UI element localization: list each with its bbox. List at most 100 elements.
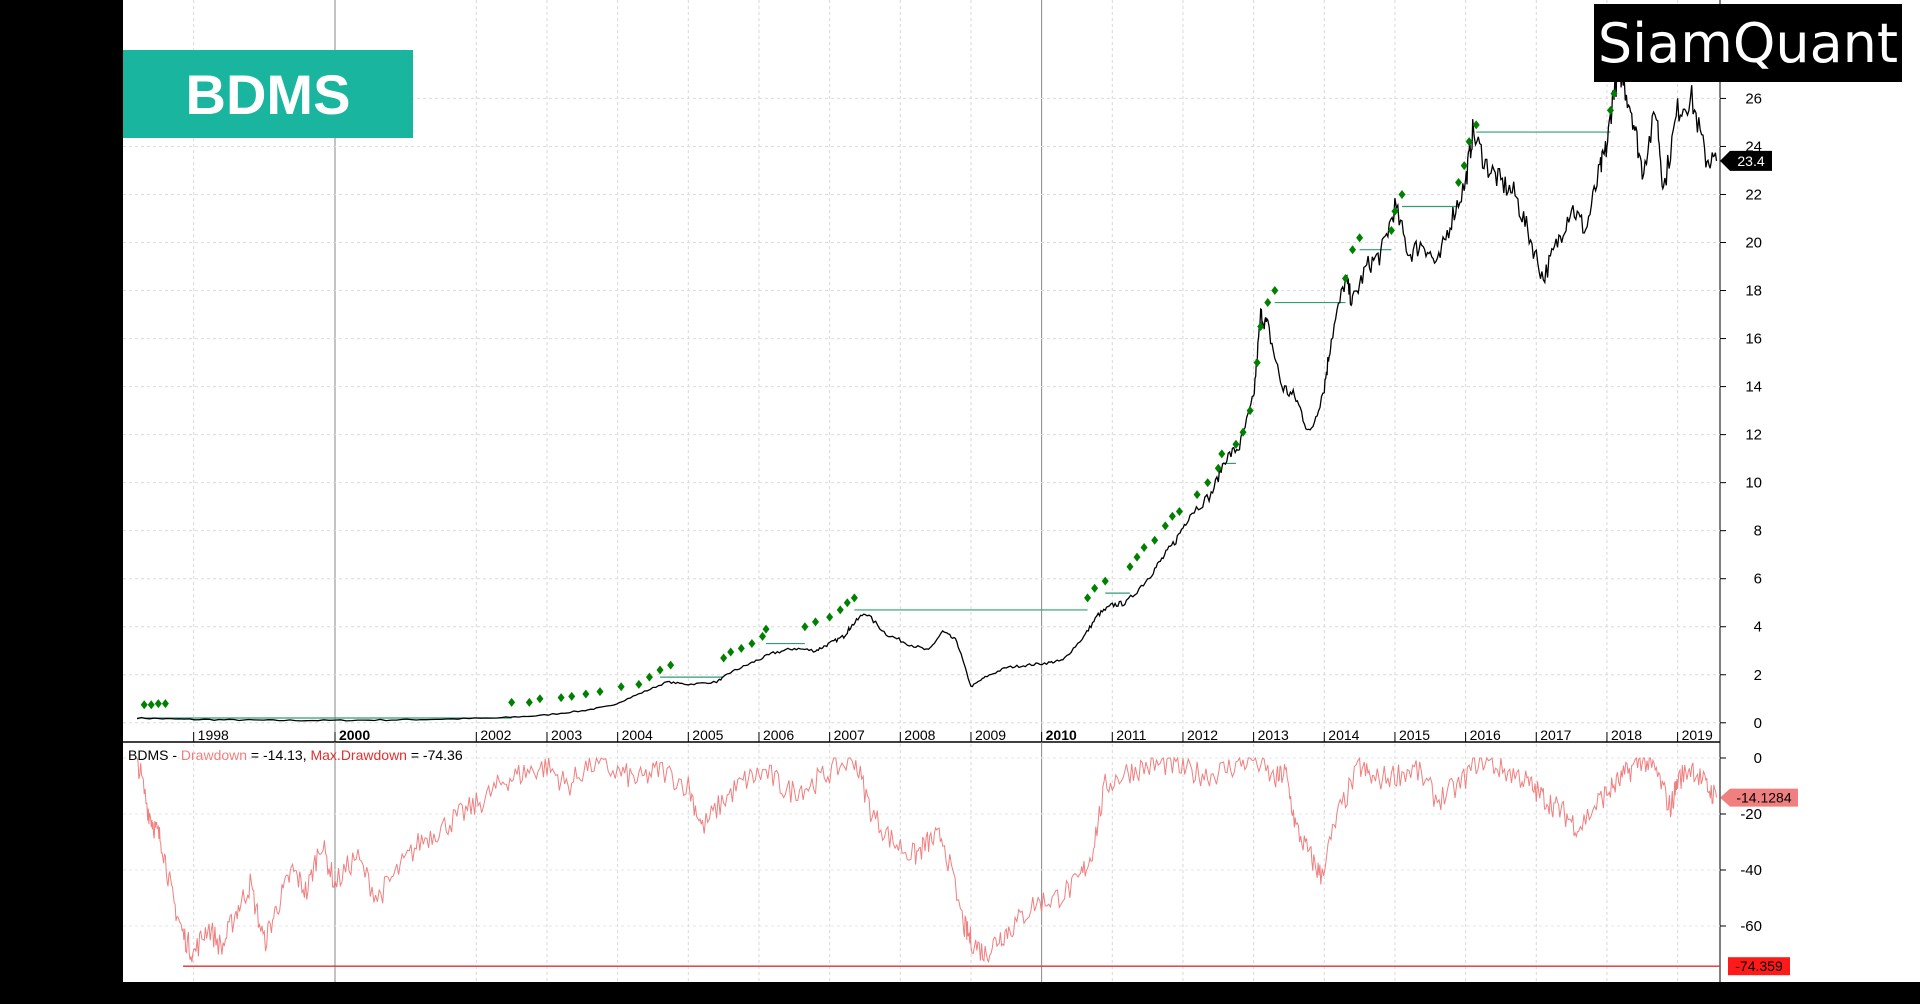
new-high-marker: [748, 639, 756, 649]
indicator-legend: BDMS - Drawdown = -14.13, Max.Drawdown =…: [128, 747, 463, 763]
x-tick-label: 2018: [1611, 727, 1642, 743]
new-high-marker: [161, 699, 169, 709]
new-high-marker: [850, 593, 858, 603]
x-tick-label: 2019: [1682, 727, 1713, 743]
x-tick-label: 2005: [692, 727, 723, 743]
new-high-marker: [656, 665, 664, 675]
new-high-marker: [1126, 562, 1134, 572]
new-high-marker: [843, 598, 851, 608]
new-high-marker: [836, 605, 844, 615]
y-tick-label: 26: [1745, 90, 1762, 107]
drawdown-series-line: [136, 756, 1717, 964]
new-high-marker: [582, 689, 590, 699]
new-high-marker: [1264, 298, 1272, 308]
new-high-marker: [1356, 233, 1364, 243]
new-high-marker: [1101, 576, 1109, 586]
x-tick-label: 2009: [975, 727, 1006, 743]
new-high-marker: [1133, 552, 1141, 562]
x-tick-label: 2007: [834, 727, 865, 743]
new-high-marker: [1151, 535, 1159, 545]
x-tick-label: 2015: [1399, 727, 1430, 743]
new-high-marker: [635, 679, 643, 689]
x-tick-label: 2008: [904, 727, 935, 743]
new-high-marker: [1455, 177, 1463, 187]
y-tick-label: 20: [1745, 235, 1762, 252]
legend-symbol: BDMS: [128, 747, 168, 763]
new-high-marker: [1391, 206, 1399, 216]
new-high-marker: [147, 700, 155, 710]
new-high-marker: [596, 687, 604, 697]
dd-y-tick-label: -20: [1740, 806, 1762, 823]
y-tick-label: 8: [1754, 523, 1762, 540]
ticker-badge: BDMS: [123, 50, 413, 138]
new-high-marker: [557, 693, 565, 703]
price-series-line: [136, 61, 1718, 722]
x-tick-label: 2003: [551, 727, 582, 743]
drawdown-last-value-tag: [1720, 788, 1798, 807]
new-high-marker: [720, 653, 728, 663]
legend-separator: -: [168, 747, 180, 763]
y-tick-label: 18: [1745, 283, 1762, 300]
new-high-marker: [1239, 427, 1247, 437]
x-tick-label: 2014: [1328, 727, 1359, 743]
y-tick-label: 4: [1754, 619, 1762, 636]
new-high-marker: [536, 694, 544, 704]
y-tick-label: 16: [1745, 331, 1762, 348]
x-tick-label: 2017: [1540, 727, 1571, 743]
new-high-marker: [645, 672, 653, 682]
x-tick-label: 2000: [339, 727, 370, 743]
new-high-marker: [1193, 490, 1201, 500]
x-tick-label: 2012: [1187, 727, 1218, 743]
max-drawdown-label: -74.359: [1735, 958, 1783, 974]
new-high-marker: [1204, 478, 1212, 488]
new-high-marker: [1610, 89, 1618, 99]
new-high-marker: [154, 699, 162, 709]
x-tick-label: 2004: [622, 727, 653, 743]
legend-drawdown-label: Drawdown: [181, 747, 247, 763]
new-high-marker: [826, 612, 834, 622]
new-high-marker: [1341, 274, 1349, 284]
price-last-value-label: 23.4: [1737, 153, 1764, 169]
y-tick-label: 12: [1745, 427, 1762, 444]
new-high-marker: [1168, 511, 1176, 521]
legend-drawdown-value: = -14.13,: [247, 747, 310, 763]
x-tick-label: 2013: [1258, 727, 1289, 743]
price-last-value-tag: [1720, 150, 1772, 171]
new-high-marker: [759, 631, 767, 641]
x-tick-label: 2002: [480, 727, 511, 743]
new-high-marker: [1465, 137, 1473, 147]
new-high-marker: [617, 682, 625, 692]
y-tick-label: 22: [1745, 186, 1762, 203]
new-high-marker: [1091, 583, 1099, 593]
x-tick-label: 2011: [1116, 727, 1146, 743]
new-high-marker: [812, 617, 820, 627]
new-high-marker: [1232, 439, 1240, 449]
new-high-marker: [1387, 226, 1395, 235]
new-high-marker: [1140, 542, 1148, 552]
new-high-marker: [1161, 521, 1169, 531]
new-high-marker: [508, 697, 516, 707]
new-high-marker: [1271, 286, 1279, 296]
new-high-marker: [1398, 189, 1406, 199]
x-tick-label: 2016: [1470, 727, 1501, 743]
new-high-marker: [1084, 593, 1092, 603]
new-high-marker: [1218, 449, 1226, 459]
y-tick-label: 2: [1754, 667, 1762, 684]
new-high-marker: [737, 643, 745, 653]
y-tick-label: 0: [1754, 715, 1762, 732]
new-high-marker: [1175, 506, 1183, 516]
drawdown-panel: [136, 756, 1720, 967]
drawdown-last-value-label: -14.1284: [1736, 790, 1791, 806]
price-panel: [136, 61, 1718, 722]
new-high-marker: [667, 660, 675, 670]
legend-max-label: Max.Drawdown: [310, 747, 406, 763]
new-high-marker: [1472, 120, 1480, 130]
new-high-marker: [801, 622, 809, 632]
new-high-marker: [568, 691, 576, 701]
dd-y-tick-label: 0: [1754, 750, 1762, 767]
y-tick-label: 10: [1745, 475, 1762, 492]
new-high-marker: [1257, 322, 1265, 332]
brand-logo: SiamQuant: [1594, 4, 1902, 82]
